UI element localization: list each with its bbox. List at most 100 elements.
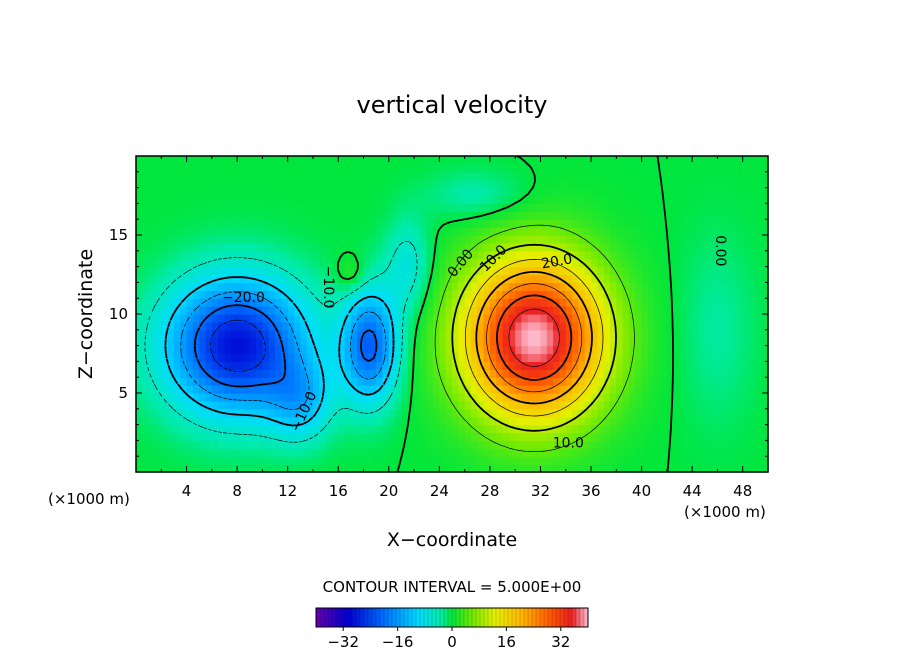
colorbar-cell: [516, 608, 521, 627]
heatmap-cell: [749, 211, 756, 220]
heatmap-cell: [565, 393, 573, 402]
heatmap-cell: [338, 258, 346, 268]
heatmap-cell: [483, 227, 491, 236]
heatmap-cell: [477, 337, 485, 347]
heatmap-cell: [382, 290, 390, 299]
heatmap-cell: [237, 242, 245, 252]
heatmap-cell: [572, 187, 579, 197]
heatmap-cell: [521, 329, 529, 339]
heatmap-cell: [224, 314, 232, 323]
heatmap-cell: [338, 456, 346, 465]
heatmap-cell: [300, 345, 308, 355]
heatmap-cell: [515, 385, 523, 394]
heatmap-cell: [180, 385, 188, 394]
heatmap-cell: [515, 187, 523, 197]
heatmap-cell: [622, 219, 630, 228]
heatmap-cell: [173, 163, 181, 173]
heatmap-cell: [458, 282, 466, 291]
heatmap-cell: [742, 329, 750, 339]
heatmap-cell: [616, 408, 624, 418]
heatmap-cell: [306, 456, 314, 465]
heatmap-cell: [275, 393, 282, 402]
heatmap-cell: [508, 440, 516, 449]
heatmap-cell: [470, 203, 478, 212]
heatmap-cell: [300, 385, 308, 394]
heatmap-cell: [319, 337, 327, 347]
heatmap-cell: [692, 416, 700, 426]
heatmap-cell: [230, 266, 238, 276]
heatmap-cell: [148, 298, 156, 307]
heatmap-cell: [723, 353, 731, 362]
heatmap-cell: [439, 195, 447, 204]
heatmap-cell: [685, 306, 693, 315]
heatmap-cell: [508, 274, 516, 283]
heatmap-cell: [249, 400, 257, 410]
heatmap-cell: [211, 250, 219, 260]
heatmap-cell: [749, 242, 756, 252]
heatmap-cell: [382, 266, 390, 276]
heatmap-cell: [218, 282, 226, 291]
heatmap-cell: [161, 321, 169, 331]
heatmap-cell: [287, 385, 295, 394]
heatmap-cell: [186, 321, 194, 331]
heatmap-cell: [154, 329, 162, 339]
heatmap-cell: [534, 298, 542, 307]
heatmap-cell: [256, 195, 263, 204]
heatmap-cell: [534, 424, 542, 434]
heatmap-cell: [369, 250, 377, 260]
heatmap-cell: [628, 337, 636, 347]
heatmap-cell: [704, 298, 712, 307]
heatmap-cell: [300, 400, 308, 410]
heatmap-cell: [268, 424, 276, 434]
heatmap-cell: [597, 266, 605, 276]
heatmap-cell: [312, 329, 320, 339]
heatmap-cell: [628, 242, 636, 252]
heatmap-cell: [749, 385, 756, 394]
heatmap-cell: [426, 440, 434, 449]
heatmap-cell: [761, 258, 769, 268]
heatmap-cell: [294, 432, 301, 441]
heatmap-cell: [154, 163, 162, 173]
colorbar-tick-label: 32: [551, 633, 570, 651]
heatmap-cell: [496, 408, 504, 418]
heatmap-cell: [635, 400, 643, 410]
heatmap-cell: [312, 219, 320, 228]
heatmap-cell: [723, 290, 731, 299]
heatmap-cell: [616, 156, 624, 165]
heatmap-cell: [205, 464, 213, 473]
heatmap-cell: [470, 219, 478, 228]
heatmap-cell: [641, 242, 649, 252]
heatmap-cell: [660, 314, 668, 323]
heatmap-cell: [553, 456, 561, 465]
heatmap-cell: [256, 242, 263, 252]
heatmap-cell: [300, 432, 308, 441]
heatmap-cell: [546, 337, 554, 347]
colorbar-cell: [384, 608, 389, 627]
heatmap-cell: [388, 163, 396, 173]
heatmap-cell: [489, 195, 497, 204]
heatmap-cell: [433, 448, 440, 457]
heatmap-cell: [483, 321, 491, 331]
heatmap-cell: [654, 219, 662, 228]
heatmap-cell: [660, 282, 668, 291]
heatmap-cell: [401, 258, 409, 268]
heatmap-cell: [584, 448, 592, 457]
heatmap-cell: [306, 266, 314, 276]
heatmap-cell: [673, 219, 681, 228]
heatmap-cell: [344, 171, 352, 181]
heatmap-cell: [660, 464, 668, 473]
heatmap-cell: [635, 235, 643, 244]
heatmap-cell: [502, 242, 510, 252]
heatmap-cell: [698, 400, 706, 410]
heatmap-cell: [464, 416, 472, 426]
heatmap-cell: [414, 353, 421, 362]
heatmap-cell: [591, 179, 598, 189]
heatmap-cell: [730, 274, 737, 283]
heatmap-cell: [578, 203, 586, 212]
heatmap-cell: [268, 377, 276, 386]
heatmap-cell: [395, 203, 403, 212]
heatmap-cell: [350, 377, 358, 386]
heatmap-cell: [211, 361, 219, 370]
heatmap-cell: [192, 235, 200, 244]
heatmap-cell: [154, 156, 162, 165]
